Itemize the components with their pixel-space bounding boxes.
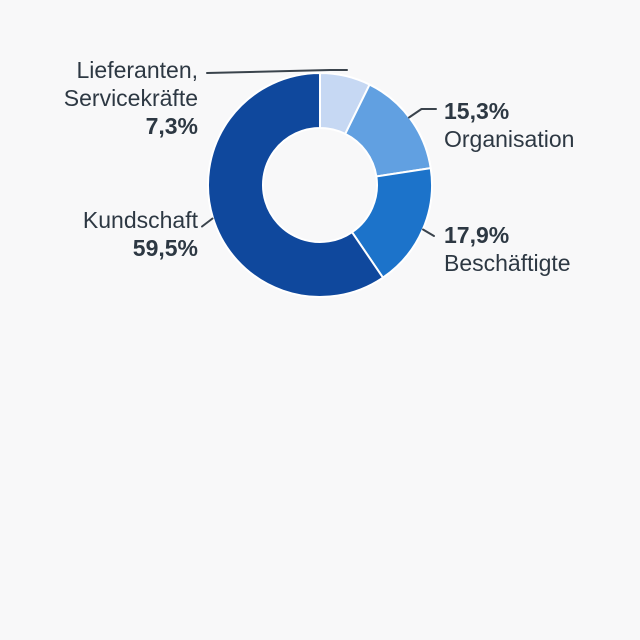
label-beschaeftigte-value: 17,9% <box>444 222 510 248</box>
slice-kundschaft[interactable] <box>207 72 384 298</box>
leader-line-beschaeftigte <box>422 228 435 237</box>
leader-line-organisation <box>408 108 437 119</box>
leader-line-lieferanten <box>206 69 348 74</box>
label-lieferanten-line2: Servicekräfte <box>63 85 198 111</box>
label-beschaeftigte: 17,9% Beschäftigte <box>444 221 571 277</box>
label-organisation: 15,3% Organisation <box>444 97 574 153</box>
label-beschaeftigte-name: Beschäftigte <box>444 250 571 276</box>
label-lieferanten-value: 7,3% <box>145 113 198 139</box>
label-lieferanten-line1: Lieferanten, <box>76 57 198 83</box>
label-organisation-name: Organisation <box>444 126 575 152</box>
label-lieferanten: Lieferanten, Servicekräfte 7,3% <box>64 56 198 140</box>
label-kundschaft-name: Kundschaft <box>82 207 198 233</box>
label-kundschaft: Kundschaft 59,5% <box>83 206 198 262</box>
label-organisation-value: 15,3% <box>444 98 510 124</box>
leader-line-kundschaft <box>201 217 214 228</box>
label-kundschaft-value: 59,5% <box>132 235 198 261</box>
donut-slices <box>207 72 433 298</box>
